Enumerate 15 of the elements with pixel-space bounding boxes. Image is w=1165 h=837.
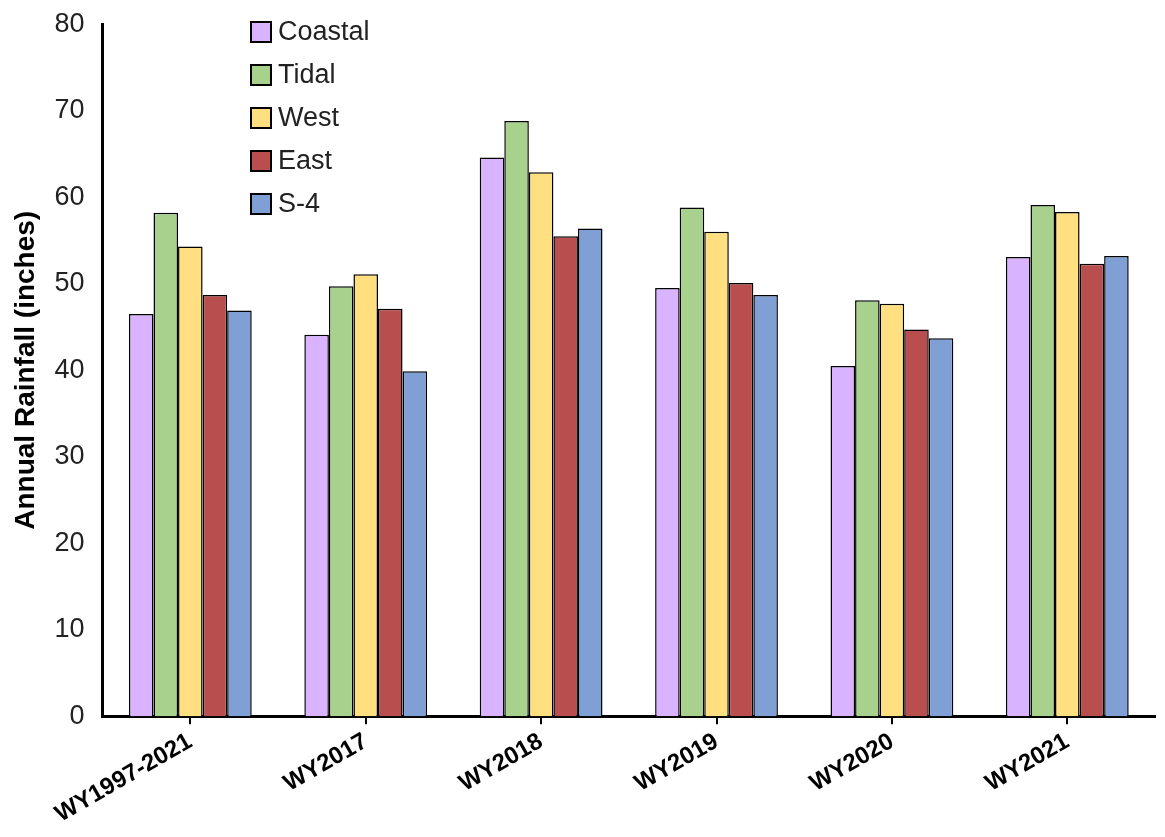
y-tick-label: 60	[54, 180, 85, 211]
legend-label: West	[278, 101, 340, 134]
y-tick-label: 30	[54, 440, 85, 471]
y-tick-label: 40	[54, 353, 85, 384]
legend-label: Tidal	[278, 58, 336, 91]
legend-label: Coastal	[278, 15, 370, 48]
y-tick-label: 10	[54, 613, 85, 644]
y-tick-label: 0	[69, 699, 85, 730]
y-axis-title: Annual Rainfall (inches)	[8, 210, 40, 530]
y-tick-label: 70	[54, 94, 85, 125]
y-tick-label: 80	[54, 7, 85, 38]
legend-label: East	[278, 144, 333, 177]
y-tick-label: 20	[54, 526, 85, 557]
legend-label: S-4	[278, 187, 321, 220]
y-tick-label: 50	[54, 267, 85, 298]
